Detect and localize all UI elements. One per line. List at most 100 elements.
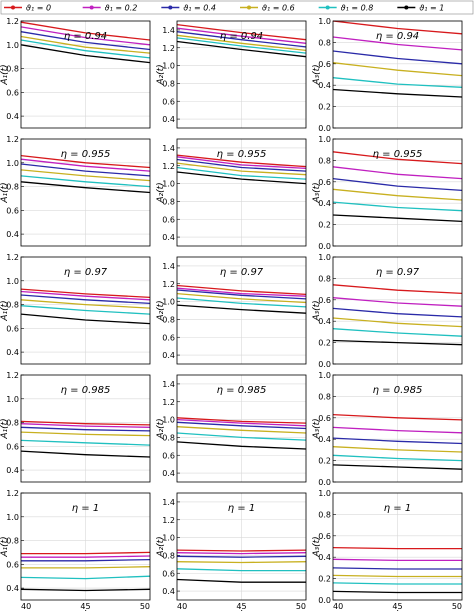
series-line bbox=[20, 439, 151, 446]
series-line bbox=[176, 287, 307, 297]
y-tick-label: 0.0 bbox=[318, 478, 331, 487]
series-line bbox=[176, 418, 307, 427]
y-tick-label: 0.8 bbox=[6, 65, 19, 74]
y-tick-label: 0.0 bbox=[318, 124, 331, 133]
x-axis-label: t bbox=[396, 609, 401, 611]
plot-frame bbox=[176, 492, 307, 601]
x-tick-label: 40 bbox=[177, 602, 187, 611]
series-line bbox=[332, 454, 463, 462]
series-line bbox=[332, 297, 463, 307]
y-tick-label: 1.0 bbox=[162, 534, 175, 543]
series-line bbox=[20, 175, 151, 188]
y-tick-label: 1.4 bbox=[162, 144, 175, 153]
series-line bbox=[332, 151, 463, 165]
series-line bbox=[176, 37, 307, 54]
y-tick-label: 0.2 bbox=[318, 103, 331, 112]
plot-frame bbox=[20, 138, 151, 247]
series-line bbox=[176, 166, 307, 180]
y-tick-label: 0.6 bbox=[318, 414, 331, 423]
y-tick-label: 1.2 bbox=[162, 162, 175, 171]
series-line bbox=[176, 549, 307, 552]
series-line bbox=[20, 169, 151, 182]
y-tick-label: 1.4 bbox=[162, 498, 175, 507]
series-line bbox=[332, 36, 463, 51]
series-line bbox=[176, 421, 307, 430]
series-line bbox=[20, 154, 151, 169]
series-line bbox=[20, 299, 151, 309]
series-line bbox=[20, 21, 151, 41]
series-line bbox=[176, 289, 307, 300]
y-tick-label: 1.0 bbox=[6, 395, 19, 404]
eta-annotation: η = 0.955 bbox=[217, 149, 267, 160]
series-line bbox=[176, 23, 307, 41]
panel: 0.4 0.6 0.8 1.0 1.2 A₁(t) η = 0.94 bbox=[0, 17, 151, 129]
eta-annotation: η = 0.97 bbox=[220, 267, 264, 278]
panel: 0.4 0.6 0.8 1.0 1.2 A₁(t) η = 0.985 bbox=[0, 371, 151, 483]
series-line bbox=[176, 284, 307, 296]
eta-annotation: η = 1 bbox=[384, 503, 411, 514]
eta-annotation: η = 0.985 bbox=[217, 385, 267, 396]
panel: 0.0 0.2 0.4 0.6 0.8 1.0 A₃(t) η = 1 40 45 50 t bbox=[312, 489, 463, 611]
series-line bbox=[176, 304, 307, 314]
y-tick-label: 1.0 bbox=[318, 371, 331, 380]
y-tick-label: 1.2 bbox=[162, 280, 175, 289]
legend-marker bbox=[325, 5, 330, 10]
x-tick-label: 50 bbox=[296, 602, 306, 611]
y-tick-label: 0.6 bbox=[162, 97, 175, 106]
y-tick-label: 0.2 bbox=[318, 221, 331, 230]
plot-frame bbox=[20, 492, 151, 601]
legend-marker bbox=[11, 5, 15, 10]
series-line bbox=[20, 305, 151, 315]
eta-annotation: η = 0.94 bbox=[376, 31, 419, 42]
panel: 0.4 0.6 0.8 1.0 1.2 A₁(t) η = 0.97 bbox=[0, 253, 151, 365]
series-line bbox=[20, 31, 151, 51]
y-tick-label: 0.0 bbox=[318, 596, 331, 605]
legend-label: ϑ₁ = 0.2 bbox=[105, 4, 138, 13]
y-tick-label: 0.6 bbox=[6, 206, 19, 215]
series-line bbox=[332, 88, 463, 98]
y-tick-label: 1.0 bbox=[6, 41, 19, 50]
series-line bbox=[176, 561, 307, 564]
y-axis-label: A₂(t) bbox=[156, 536, 166, 557]
legend-item: ϑ₁ = 0.8 bbox=[318, 4, 373, 13]
panel: 0.4 0.6 0.8 1.0 1.2 1.4 A₂(t) η = 0.94 bbox=[156, 20, 307, 129]
panel: 0.4 0.6 0.8 1.0 1.2 1.4 A₂(t) η = 0.985 bbox=[156, 374, 307, 483]
y-tick-label: 0.8 bbox=[6, 419, 19, 428]
series-line bbox=[332, 177, 463, 192]
panel: 0.4 0.6 0.8 1.0 1.2 1.4 A₂(t) η = 0.97 bbox=[156, 256, 307, 365]
series-line bbox=[332, 590, 462, 594]
y-tick-label: 0.4 bbox=[6, 584, 19, 593]
y-tick-label: 0.4 bbox=[162, 115, 175, 124]
series-line bbox=[176, 162, 307, 176]
y-tick-label: 0.8 bbox=[162, 315, 175, 324]
y-tick-label: 0.4 bbox=[6, 466, 19, 475]
series-line bbox=[176, 171, 307, 185]
y-tick-label: 0.4 bbox=[162, 351, 175, 360]
series-line bbox=[332, 328, 463, 337]
y-tick-label: 0.2 bbox=[318, 575, 331, 584]
y-tick-label: 0.4 bbox=[318, 435, 331, 444]
panel: 0.4 0.6 0.8 1.0 1.2 A₁(t) η = 1 40 45 50 t bbox=[0, 489, 151, 611]
y-tick-label: 0.8 bbox=[162, 433, 175, 442]
series-line bbox=[20, 26, 151, 46]
panel: 0.4 0.6 0.8 1.0 1.2 1.4 A₂(t) η = 1 40 45 50 t bbox=[156, 492, 307, 611]
y-tick-label: 0.8 bbox=[6, 537, 19, 546]
y-tick-label: 0.6 bbox=[318, 532, 331, 541]
y-tick-label: 1.0 bbox=[162, 298, 175, 307]
series-line bbox=[176, 156, 307, 170]
panel: 0.0 0.2 0.4 0.6 0.8 1.0 A₃(t) η = 0.955 bbox=[312, 135, 463, 251]
y-tick-label: 0.2 bbox=[318, 339, 331, 348]
series-line bbox=[332, 307, 463, 318]
series-line bbox=[20, 294, 151, 305]
plot-frame bbox=[176, 374, 307, 483]
legend: ϑ₁ = 0 ϑ₁ = 0.2 ϑ₁ = 0.4 ϑ₁ = 0.6 ϑ₁ = 0.8 ϑ₁… bbox=[0, 0, 474, 15]
y-tick-label: 0.8 bbox=[318, 38, 331, 47]
series-line bbox=[176, 441, 307, 450]
series-line bbox=[20, 39, 151, 59]
y-tick-label: 1.4 bbox=[162, 26, 175, 35]
series-line bbox=[332, 201, 463, 212]
plot-frame bbox=[20, 20, 151, 129]
x-tick-label: 50 bbox=[140, 602, 150, 611]
y-tick-label: 0.6 bbox=[162, 333, 175, 342]
